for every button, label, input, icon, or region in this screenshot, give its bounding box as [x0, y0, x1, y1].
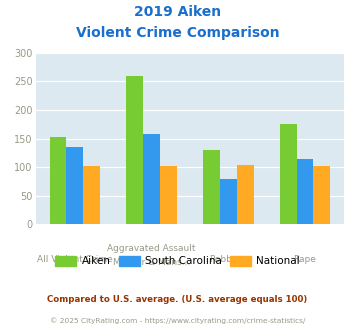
Bar [50, 137, 66, 224]
Bar [313, 166, 330, 224]
Bar [126, 76, 143, 224]
Bar [143, 134, 160, 224]
Bar [280, 124, 296, 224]
Text: Compared to U.S. average. (U.S. average equals 100): Compared to U.S. average. (U.S. average … [47, 295, 308, 304]
Bar [160, 166, 177, 224]
Text: Aggravated Assault: Aggravated Assault [107, 244, 196, 253]
Bar [203, 150, 220, 224]
Text: Rape: Rape [294, 255, 316, 264]
Text: Murder & Mans...: Murder & Mans... [113, 258, 190, 267]
Bar [66, 147, 83, 224]
Text: Robbery: Robbery [209, 255, 247, 264]
Text: © 2025 CityRating.com - https://www.cityrating.com/crime-statistics/: © 2025 CityRating.com - https://www.city… [50, 317, 305, 324]
Bar [220, 179, 237, 224]
Bar [296, 159, 313, 224]
Bar [83, 166, 100, 224]
Text: All Violent Crime: All Violent Crime [37, 255, 113, 264]
Text: Violent Crime Comparison: Violent Crime Comparison [76, 26, 279, 40]
Text: 2019 Aiken: 2019 Aiken [134, 5, 221, 19]
Bar [237, 165, 253, 224]
Legend: Aiken, South Carolina, National: Aiken, South Carolina, National [51, 251, 304, 270]
